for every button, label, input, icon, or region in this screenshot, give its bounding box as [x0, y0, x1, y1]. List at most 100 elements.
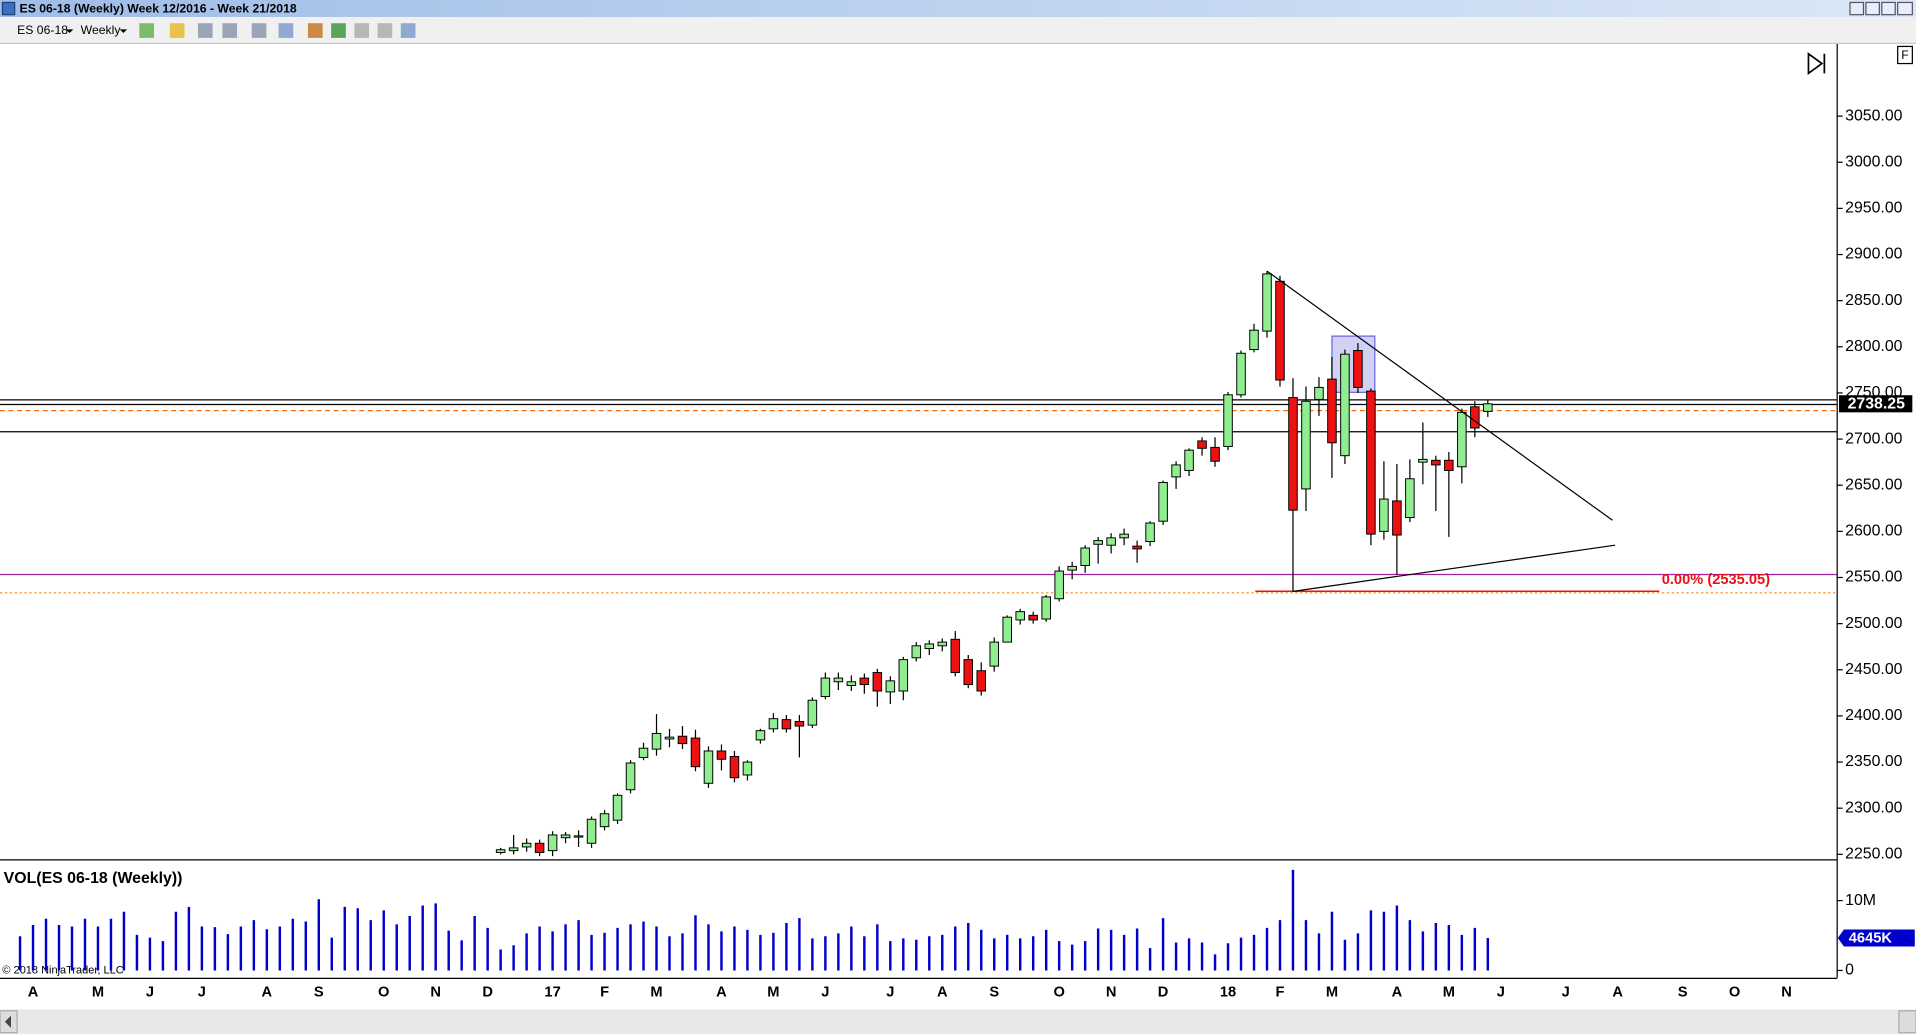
candle-body [1145, 522, 1155, 543]
candle-body [963, 659, 974, 686]
candle-body [1132, 545, 1142, 550]
properties-button[interactable] [354, 23, 370, 38]
candle-body [625, 762, 636, 791]
candle-body [820, 677, 831, 698]
close-button[interactable] [1897, 1, 1913, 16]
candle-body [547, 834, 558, 852]
candle-body [1301, 400, 1311, 490]
x-tick-label: M [1443, 984, 1455, 1000]
trend-line [1266, 270, 1613, 521]
data-box-button[interactable] [331, 23, 346, 38]
value-label-box [1837, 929, 1915, 947]
candle-body [1288, 397, 1298, 511]
candle-body [1444, 459, 1454, 471]
window-buttons[interactable] [1849, 1, 1913, 16]
price-panel: 0.00% (2535.05) [0, 270, 1837, 857]
volume-panel [18, 869, 1490, 971]
candle-body [1340, 353, 1350, 457]
y-tick-label: 2850.00 [1845, 292, 1903, 309]
candle-body [989, 641, 999, 667]
toolbar-buttons[interactable] [139, 23, 416, 38]
candle-body [1327, 378, 1337, 444]
x-tick-label: D [1158, 984, 1169, 1000]
candle-body [599, 813, 610, 828]
x-tick-label: M [92, 984, 104, 1000]
candle-body [1184, 449, 1194, 471]
template-button[interactable] [377, 23, 393, 38]
dropdown-arrow [65, 29, 74, 33]
candle-body [1223, 394, 1233, 447]
candle-body [833, 677, 844, 683]
candle-body [794, 720, 805, 727]
x-tick-label: M [650, 984, 662, 1000]
search-button[interactable] [278, 23, 294, 38]
corner-label: F [1901, 48, 1908, 62]
instrument-selector[interactable]: ES 06-18 [17, 23, 68, 37]
dropdown-arrow [119, 29, 128, 33]
candle-body [1275, 280, 1285, 381]
candle-body [716, 750, 727, 760]
candle-body [1067, 565, 1077, 571]
candle-body [560, 834, 571, 839]
drawing-tool-button[interactable] [169, 23, 185, 38]
interval-selector[interactable]: Weekly [81, 23, 122, 37]
x-tick-label: S [1678, 984, 1688, 1000]
candle-body [1054, 570, 1064, 600]
y-tick-label: 2650.00 [1845, 476, 1903, 493]
arrow-icon [4, 1015, 11, 1028]
x-tick-label: A [1392, 984, 1403, 1000]
x-tick-label: A [28, 984, 39, 1000]
candle-body [677, 735, 688, 745]
trend-line [1292, 544, 1616, 592]
candle-body [729, 756, 740, 779]
candle-body [1418, 458, 1428, 463]
strategy-button[interactable] [307, 23, 323, 38]
window-linking-button[interactable] [400, 23, 416, 38]
value-label: 4645K [1849, 930, 1893, 946]
candle-body [898, 659, 909, 692]
y-tick-label: 10M [1845, 892, 1876, 909]
candle-body [1353, 350, 1363, 388]
app-icon [1, 1, 16, 16]
candle-body [1470, 406, 1480, 429]
candle-body [664, 736, 675, 740]
y-tick-label: 3000.00 [1845, 153, 1903, 170]
candle-body [1392, 500, 1402, 536]
candle-body [846, 681, 857, 686]
corner-button[interactable] [1897, 45, 1913, 65]
candle-body [768, 718, 779, 730]
candle-body [1431, 459, 1441, 466]
horizontal-scrollbar[interactable] [0, 1009, 1916, 1034]
x-tick-label: N [430, 984, 441, 1000]
x-tick-label: J [146, 984, 154, 1000]
candle-body [638, 747, 649, 758]
crosshair-button[interactable] [197, 23, 213, 38]
candle-body [742, 761, 753, 776]
x-tick-label: O [1053, 984, 1064, 1000]
candle-body [1210, 446, 1220, 462]
restore-button[interactable] [1881, 1, 1896, 16]
x-tick-label: O [378, 984, 389, 1000]
scroll-right-button[interactable] [1898, 1010, 1916, 1034]
candle-body [1106, 537, 1116, 546]
x-tick-label: J [1497, 984, 1505, 1000]
candle-body [950, 638, 961, 674]
y-tick-label: 2350.00 [1845, 753, 1903, 770]
candle-body [534, 842, 545, 853]
title-bar [0, 0, 1916, 18]
y-tick-label: 2550.00 [1845, 569, 1903, 586]
candle-body [872, 672, 883, 692]
candle-body [755, 730, 766, 741]
candle-body [1015, 611, 1025, 621]
y-tick-label: 2700.00 [1845, 430, 1903, 447]
x-tick-label: D [482, 984, 493, 1000]
maximize-button[interactable] [1865, 1, 1880, 16]
zoom-button[interactable] [251, 23, 267, 38]
minimize-button[interactable] [1849, 1, 1865, 16]
indicator-button[interactable] [222, 23, 238, 38]
candle-body [495, 849, 506, 853]
bar-type-button[interactable] [139, 23, 154, 38]
scroll-to-end-button[interactable] [1807, 52, 1826, 76]
